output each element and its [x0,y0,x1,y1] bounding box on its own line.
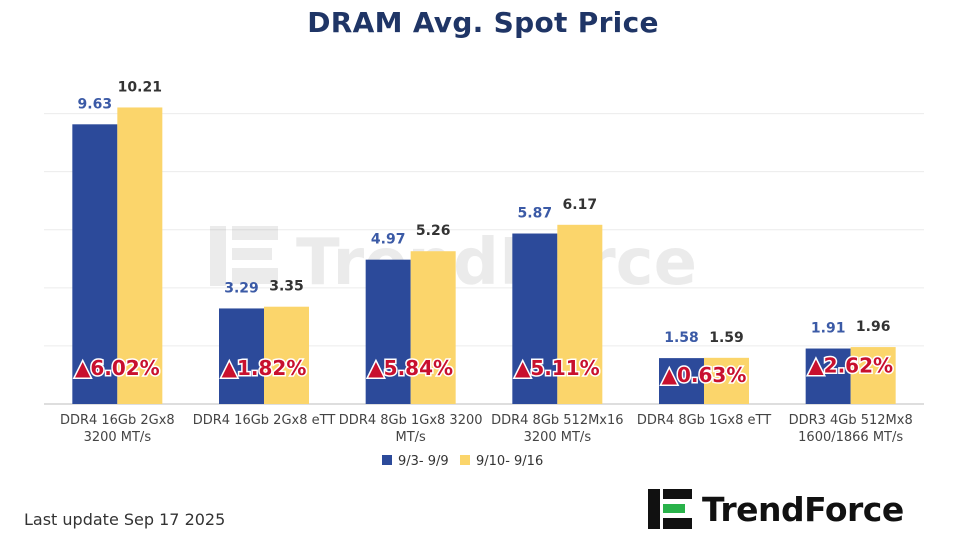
last-update-text: Last update Sep 17 2025 [24,510,226,529]
bar [850,347,896,404]
bar [659,358,704,404]
bar [117,107,163,404]
legend-swatch [460,455,470,465]
bar [264,306,309,404]
bar [557,224,603,404]
data-label: 10.21 [118,79,162,95]
trendforce-logo-icon [648,489,692,529]
data-label: 1.59 [709,330,744,346]
data-label: 5.26 [416,223,451,239]
x-tick-label: 3200 MT/s [84,430,152,445]
value-labels: 9.63 10.21 3.29 3.35 4.97 5.26 5.87 6.17 1.58 1.5… [78,79,891,346]
legend: 9/3- 9/9 9/10- 9/16 [382,454,543,469]
trendforce-logo: TrendForce [648,486,904,532]
x-tick-label: DDR4 8Gb 1Gx8 eTT [637,413,771,428]
legend-label: 9/10- 9/16 [476,454,543,469]
gridlines [44,113,924,405]
x-tick-label: DDR4 8Gb 512Mx16 [491,413,623,428]
x-tick-label: DDR3 4Gb 512Mx8 [789,413,913,428]
watermark-logo-mark [210,226,226,286]
legend-swatch [382,455,392,465]
legend-label: 9/3- 9/9 [398,454,449,469]
bar [365,259,411,404]
change-label: ▲6.02% [75,356,160,380]
watermark-text: TrendForce [296,226,697,300]
watermark: TrendForce [210,226,697,300]
data-label: 9.63 [78,96,113,112]
bar [704,357,749,404]
data-label: 1.58 [664,330,699,346]
x-tick-label: DDR4 8Gb 1Gx8 3200 [339,413,483,428]
trendforce-logo-text: TrendForce [702,489,904,529]
data-label: 3.35 [269,279,304,295]
data-label: 3.29 [224,280,259,296]
bar [410,251,456,404]
change-label: ▲5.11% [515,356,600,380]
change-label: ▲0.63% [662,363,747,387]
bar [219,308,264,404]
bar [512,233,558,404]
data-label: 1.96 [856,319,891,335]
x-tick-label: MT/s [396,430,427,445]
change-label: ▲2.62% [808,354,893,378]
bar-chart: TrendForce 9.63 10.21 3.29 3.35 4.97 5.26 5.87… [44,79,924,469]
change-label: ▲5.84% [368,356,453,380]
x-tick-label: 3200 MT/s [524,430,592,445]
x-tick-label: 1600/1866 MT/s [798,430,903,445]
chart-title: DRAM Avg. Spot Price [307,6,659,39]
x-tick-label: DDR4 16Gb 2Gx8 eTT [193,413,336,428]
data-label: 1.91 [811,321,846,337]
change-label: ▲1.82% [222,356,307,380]
x-tick-labels: DDR4 16Gb 2Gx8 3200 MT/s DDR4 16Gb 2Gx8 eT… [60,413,913,445]
bar [805,348,851,404]
bar [72,124,118,404]
change-labels: ▲6.02% ▲1.82% ▲5.84% ▲5.11% ▲0.63% ▲2.62% [73,352,894,389]
data-label: 4.97 [371,232,406,248]
data-label: 5.87 [518,206,553,222]
data-label: 6.17 [563,197,598,213]
bars [72,107,896,404]
x-tick-label: DDR4 16Gb 2Gx8 [60,413,175,428]
